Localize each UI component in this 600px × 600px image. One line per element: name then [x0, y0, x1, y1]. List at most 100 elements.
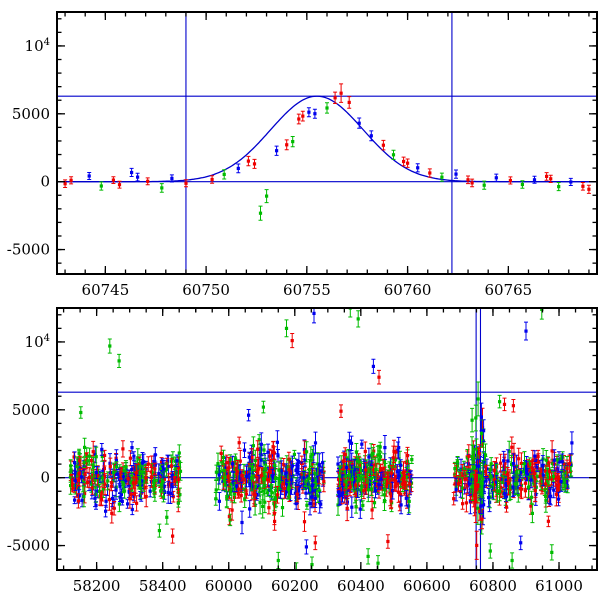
data-point [519, 461, 523, 465]
data-point [535, 466, 539, 470]
data-point [223, 479, 227, 483]
data-point [339, 91, 343, 95]
data-point [124, 464, 128, 469]
data-point [76, 499, 80, 503]
data-point [563, 484, 567, 488]
data-point [494, 480, 498, 484]
data-point [63, 182, 67, 186]
data-point [268, 454, 272, 458]
data-point [166, 490, 170, 495]
data-point [403, 480, 407, 485]
data-point [253, 484, 257, 489]
data-point [343, 452, 347, 457]
data-point [291, 140, 295, 144]
data-point [236, 166, 240, 170]
data-point [313, 541, 317, 545]
data-point [550, 461, 554, 466]
data-point [479, 504, 483, 508]
data-point [270, 474, 274, 478]
data-point [354, 450, 358, 454]
data-point [263, 467, 267, 471]
data-point [556, 497, 561, 501]
data-point [407, 504, 411, 508]
data-point [528, 469, 532, 473]
data-point [362, 489, 366, 493]
y-tick-label: -5000 [7, 537, 50, 555]
data-point [107, 498, 111, 502]
data-point [100, 454, 104, 459]
data-point [174, 466, 178, 471]
data-point [366, 488, 370, 492]
data-point [533, 454, 537, 458]
data-point [337, 494, 341, 498]
data-point [531, 458, 535, 462]
data-point [405, 494, 409, 498]
data-point [130, 446, 134, 450]
data-point [382, 499, 387, 503]
data-point [222, 468, 226, 472]
data-point [552, 488, 556, 492]
data-point [165, 515, 169, 519]
data-point [405, 475, 409, 479]
y-tick-label: 5000 [12, 105, 50, 123]
data-region [57, 308, 597, 570]
data-point [91, 450, 95, 454]
data-point [102, 475, 106, 479]
data-point [566, 474, 570, 478]
data-point [240, 520, 244, 525]
data-point [295, 462, 299, 466]
data-point [489, 462, 493, 466]
data-point [146, 462, 150, 466]
data-point [546, 519, 550, 523]
data-point [230, 508, 234, 512]
data-point [104, 499, 108, 503]
data-point [541, 473, 545, 477]
data-point [346, 473, 351, 477]
data-point [395, 470, 399, 474]
data-point [470, 181, 474, 185]
data-point [581, 184, 585, 188]
data-point [569, 180, 573, 184]
data-point [281, 482, 285, 486]
y-tick-label: 0 [40, 469, 50, 487]
data-point [373, 463, 377, 467]
data-point [140, 461, 145, 465]
data-point [303, 450, 307, 454]
data-point [494, 176, 498, 180]
data-point [136, 456, 140, 460]
data-point [470, 418, 474, 422]
data-point [270, 467, 274, 471]
data-point [252, 492, 256, 496]
data-point [520, 182, 524, 187]
data-point [564, 471, 569, 475]
data-point [121, 475, 126, 479]
data-point [408, 480, 412, 484]
data-point [369, 453, 373, 457]
data-point [176, 501, 180, 505]
data-point [518, 478, 522, 482]
data-point [266, 450, 270, 454]
data-point [302, 476, 306, 480]
data-point [101, 469, 105, 473]
data-point [140, 479, 144, 483]
data-point [361, 503, 365, 507]
data-point [482, 479, 486, 483]
y-tick-label: 0 [40, 173, 50, 191]
data-point [517, 457, 521, 461]
data-point [305, 450, 309, 454]
data-point [136, 175, 140, 179]
data-point [251, 444, 255, 448]
data-point [376, 561, 380, 565]
data-point [85, 460, 89, 465]
data-point [313, 471, 317, 475]
data-point [555, 458, 559, 462]
data-point [73, 486, 77, 490]
data-point [476, 464, 480, 468]
data-point [475, 543, 479, 547]
data-point [284, 471, 288, 475]
data-point [170, 176, 174, 180]
data-point [535, 474, 539, 478]
data-point [539, 480, 543, 484]
data-point [237, 441, 241, 445]
data-point [119, 493, 123, 497]
